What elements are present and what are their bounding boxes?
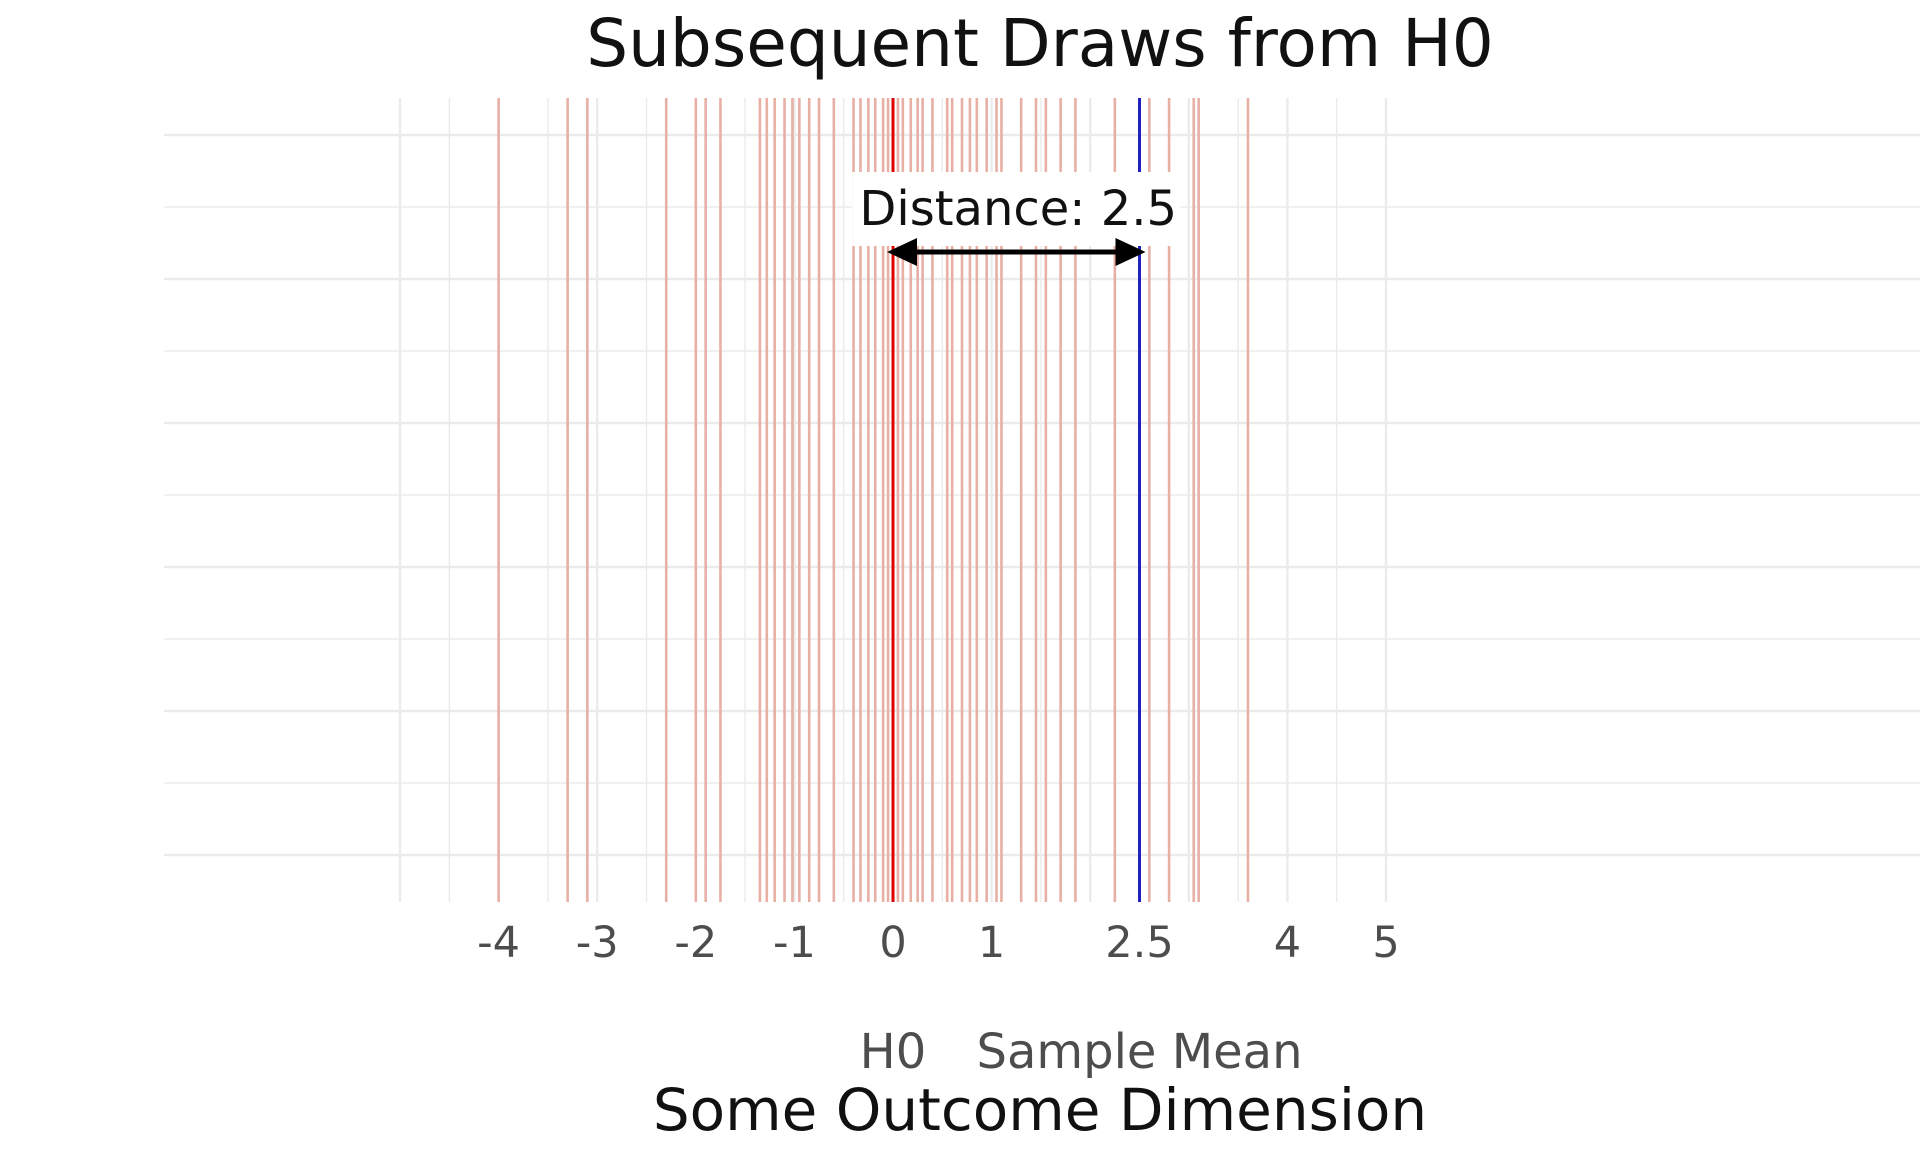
annotation-arrow-head-left bbox=[887, 238, 917, 266]
secondary-x-labels: H0 Sample Mean bbox=[860, 1024, 1303, 1080]
x-tick-label: -2 bbox=[674, 918, 717, 968]
x-tick-label: -1 bbox=[773, 918, 816, 968]
x-tick-label: 2.5 bbox=[1105, 918, 1173, 968]
x-tick-label: 1 bbox=[978, 918, 1005, 968]
x-tick-label: -4 bbox=[477, 918, 520, 968]
secondary-x-label: Sample Mean bbox=[976, 1024, 1302, 1080]
chart-title: Subsequent Draws from H0 bbox=[586, 5, 1494, 82]
distance-annotation: Distance: 2.5 bbox=[852, 172, 1181, 266]
annotation-box bbox=[852, 172, 1181, 246]
x-tick-label: -3 bbox=[576, 918, 619, 968]
secondary-x-label: H0 bbox=[860, 1024, 927, 1080]
x-tick-label: 4 bbox=[1274, 918, 1301, 968]
annotation-arrow-head-right bbox=[1115, 238, 1146, 266]
annotation-label: Distance: 2.5 bbox=[859, 181, 1177, 237]
x-tick-labels: -4 -3 -2 -1 0 1 2.5 4 5 bbox=[477, 918, 1400, 968]
x-axis-label: Some Outcome Dimension bbox=[653, 1076, 1427, 1144]
x-tick-label: 5 bbox=[1372, 918, 1399, 968]
x-tick-label: 0 bbox=[879, 918, 906, 968]
